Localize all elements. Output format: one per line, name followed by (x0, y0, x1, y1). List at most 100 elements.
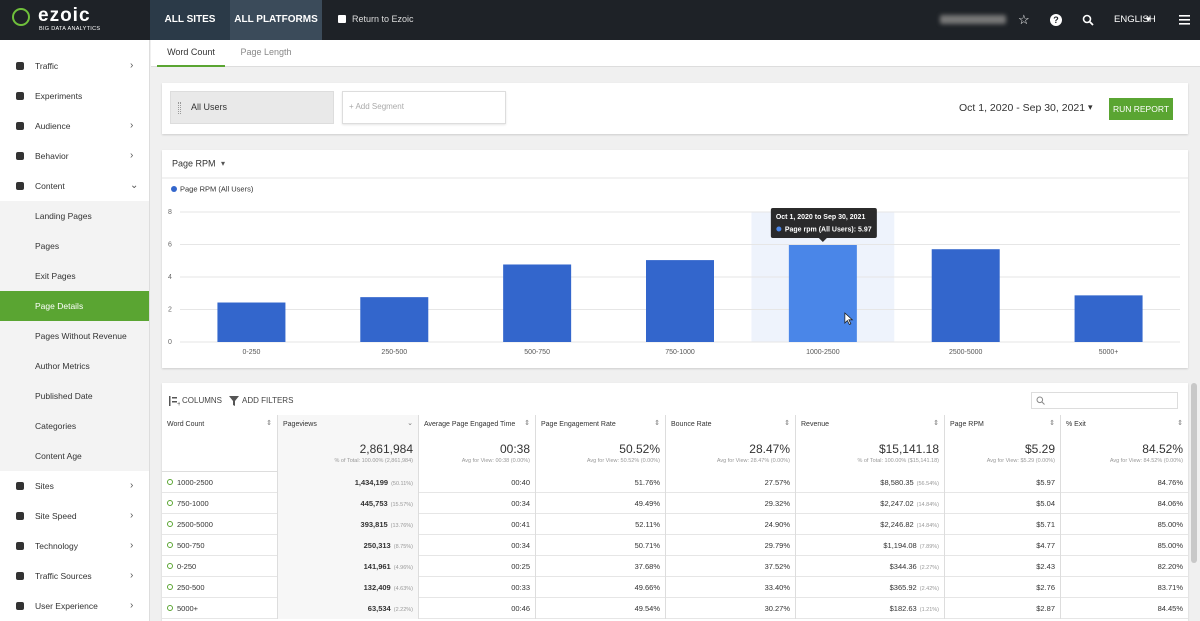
table-cell: 37.52% (665, 556, 795, 577)
column-header[interactable]: Page RPM ⇕ (944, 415, 1060, 435)
cell-value: 49.66% (634, 583, 660, 592)
help-icon[interactable]: ? (1050, 14, 1062, 26)
column-header[interactable]: Page Engagement Rate ⇕ (535, 415, 665, 435)
columns-icon: + (169, 396, 180, 406)
sidebar-item[interactable]: Site Speed › (0, 501, 149, 531)
table-row[interactable] (162, 493, 1188, 514)
columns-button[interactable]: COLUMNS (182, 396, 223, 405)
column-header[interactable]: Bounce Rate ⇕ (665, 415, 795, 435)
cell-share: (14.84%) (916, 523, 939, 529)
y-tick-label: 6 (168, 241, 172, 248)
table-row[interactable] (162, 598, 1188, 619)
star-icon[interactable]: ☆ (1018, 12, 1030, 27)
cell-share: (2.22%) (393, 607, 413, 613)
cell-value: 393,815 (360, 520, 388, 529)
sidebar-item[interactable]: User Experience › (0, 591, 149, 621)
totals-cell: 84.52% Avg for View: 84.52% (0.00%) (1060, 435, 1188, 472)
sidebar-item[interactable]: Technology › (0, 531, 149, 561)
row-label: 250-500 (177, 583, 205, 592)
column-header[interactable]: Revenue ⇕ (795, 415, 944, 435)
sidebar-label: Behavior (35, 151, 69, 161)
sidebar-item[interactable]: Sites › (0, 471, 149, 501)
sidebar-item[interactable]: Traffic Sources › (0, 561, 149, 591)
language[interactable]: ENGLISH (1114, 14, 1156, 25)
column-header-label: Bounce Rate (671, 421, 712, 428)
y-tick-label: 0 (168, 339, 172, 346)
column-header[interactable]: Word Count ⇕ (162, 415, 277, 435)
column-header-label: Revenue (801, 421, 830, 428)
return-link[interactable]: Return to Ezoic (352, 14, 414, 24)
tooltip (770, 208, 877, 238)
date-range[interactable]: Oct 1, 2020 - Sep 30, 2021 (959, 102, 1086, 114)
cell-value: 85.00% (1157, 541, 1183, 550)
tab[interactable]: Page Length (240, 47, 292, 57)
sidebar-item[interactable]: Exit Pages (0, 261, 149, 291)
chevron: › (130, 570, 134, 581)
sidebar-item[interactable]: Pages (0, 231, 149, 261)
sidebar-item[interactable]: Content ⌄ (0, 171, 149, 201)
sidebar-item[interactable]: Categories (0, 411, 149, 441)
tab[interactable]: Word Count (157, 40, 225, 67)
sidebar-item[interactable]: Author Metrics (0, 351, 149, 381)
sidebar-icon (16, 572, 24, 580)
tooltip-swatch (776, 226, 782, 232)
scrollbar (1191, 383, 1197, 563)
sidebar-item[interactable]: Experiments (0, 81, 149, 111)
sidebar-item[interactable]: Behavior › (0, 141, 149, 171)
cell-value: $365.92 (889, 583, 917, 592)
table-row[interactable] (162, 472, 1188, 493)
column-header[interactable]: Pageviews ⌄ (277, 415, 418, 435)
run-report-button[interactable]: RUN REPORT (1109, 98, 1173, 120)
cell-share: (1.21%) (919, 607, 939, 613)
sidebar-item[interactable]: Content Age (0, 441, 149, 471)
cell-value: 82.20% (1157, 562, 1183, 571)
tooltip-title: Oct 1, 2020 to Sep 30, 2021 (776, 214, 866, 221)
sidebar-item[interactable]: Traffic › (0, 51, 149, 81)
cell-value: 85.00% (1157, 520, 1183, 529)
table-cell: 30.27% (665, 598, 795, 619)
table-row[interactable] (162, 535, 1188, 556)
menu-icon[interactable] (1179, 14, 1191, 26)
table-cell: 00:40 (418, 472, 535, 493)
sidebar-item[interactable]: Pages Without Revenue (0, 321, 149, 351)
table-row[interactable] (162, 514, 1188, 535)
x-tick-label: 500-750 (524, 349, 550, 356)
segment-chip[interactable]: All Users (170, 91, 334, 124)
search-icon[interactable] (1082, 14, 1094, 26)
top-bar: ezoic BIG DATA ANALYTICS ALL SITES ALL P… (0, 0, 1200, 40)
nav-tab[interactable]: ALL PLATFORMS (230, 0, 322, 40)
segment-name: All Users (191, 102, 228, 112)
bar (503, 264, 572, 342)
column-header-label: Average Page Engaged Time (424, 421, 516, 428)
metric-selector[interactable]: Page RPM (172, 158, 216, 168)
sidebar-label: Audience (35, 121, 71, 131)
x-tick-label: 0-250 (242, 349, 260, 356)
bar (646, 260, 714, 342)
sidebar-icon (16, 602, 24, 610)
column-header[interactable]: % Exit ⇕ (1060, 415, 1188, 435)
table-row[interactable] (162, 577, 1188, 598)
cell-share: (56.54%) (916, 481, 939, 487)
cell-value: 00:40 (511, 478, 530, 487)
sidebar-item[interactable]: Audience › (0, 111, 149, 141)
cell-share: (2.42%) (919, 586, 939, 592)
cell-value: 84.45% (1157, 604, 1183, 613)
sidebar: Traffic › Experiments Audience › Behavior › Con… (0, 40, 150, 621)
column-header[interactable]: Average Page Engaged Time ⇕ (418, 415, 535, 435)
add-filters-button[interactable]: ADD FILTERS (242, 396, 294, 405)
chevron: › (130, 60, 134, 71)
table-row[interactable] (162, 556, 1188, 577)
search-box[interactable] (1031, 392, 1178, 409)
table-cell: 00:46 (418, 598, 535, 619)
add-segment[interactable]: + Add Segment (342, 91, 506, 124)
tab-bar: Word Count Page Length (151, 40, 1200, 67)
sidebar-label: Published Date (35, 391, 93, 401)
sidebar-item[interactable]: Landing Pages (0, 201, 149, 231)
sidebar-label: Categories (35, 421, 77, 431)
sidebar-item[interactable]: Page Details (0, 291, 149, 321)
sidebar-item[interactable]: Published Date (0, 381, 149, 411)
sidebar-label: Experiments (35, 91, 83, 101)
chevron: › (130, 120, 134, 131)
nav-tab[interactable]: ALL SITES (150, 0, 230, 40)
